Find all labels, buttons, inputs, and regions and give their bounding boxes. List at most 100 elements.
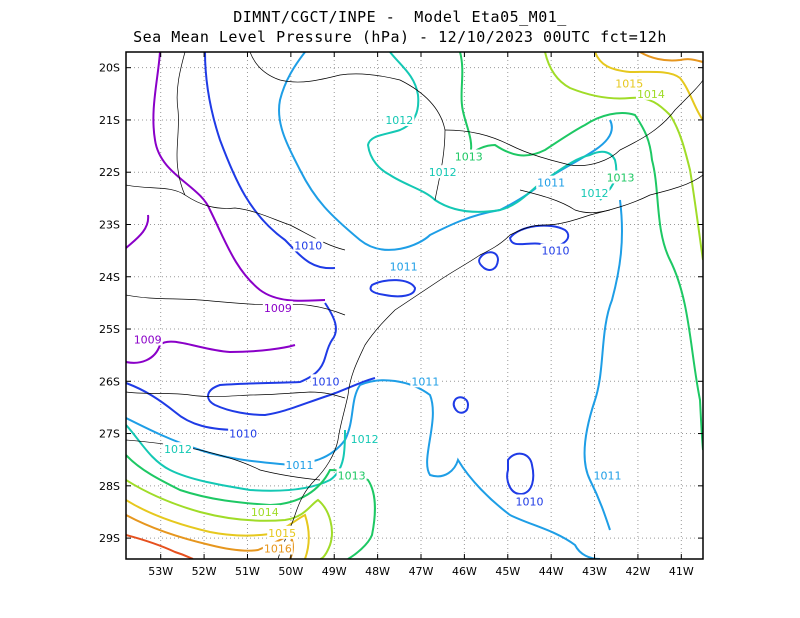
isobar-label: 1012 [164,443,192,456]
lat-tick-label: 21S [99,114,120,127]
isobar-label-bg [410,374,441,388]
isobar-label-bg [267,525,298,539]
isobar-label: 1013 [455,151,483,164]
state-border-7 [519,189,611,214]
isobar-label: 1012 [429,166,457,179]
state-border-5 [249,52,446,201]
isobar-label: 1011 [537,177,565,190]
coastline [277,174,703,559]
lon-tick-label: 50W [278,565,303,578]
state-border-1 [126,184,346,251]
isobar-label: 1013 [607,171,635,184]
lon-tick-label: 46W [452,565,477,578]
isobar-label-bg [262,541,293,555]
lon-tick-label: 51W [235,565,260,578]
isobar-label-bg [284,457,315,471]
isobar-1015-north [594,52,703,121]
isobar-1011-central [126,379,601,559]
isobar-label: 1015 [268,527,296,540]
isobar-1014-south [126,479,333,559]
lon-tick-label: 43W [582,565,607,578]
lon-tick-label: 48W [365,565,390,578]
isobar-labels: 1009 1009 1010 1010 1010 1010 1010 1011 1011 1011… [132,76,666,556]
isobar-label: 1014 [251,506,279,519]
isobar-label-bg [592,468,623,482]
lat-tick-label: 22S [99,166,120,179]
state-border-6 [444,79,703,166]
isobar-label-bg [579,186,610,200]
lat-tick-label: 24S [99,271,120,284]
isobar-1010-ring-1 [369,279,417,298]
isobar-1010-ring-5 [506,452,535,495]
isobar-1017-south [126,534,194,559]
isobar-label: 1011 [411,375,439,388]
state-border-3 [126,391,346,399]
isobar-label-bg [228,426,259,440]
isobar-1011-east [583,199,624,531]
chart-title-line-2: Sea Mean Level Pressure (hPa) - 12/10/20… [133,28,667,46]
isobar-label-bg [427,165,458,179]
chart-title-line-1: DIMNT/CGCT/INPE - Model Eta05_M01_ [233,8,567,26]
isobar-1010-ring-4 [452,396,470,414]
isobar-1010-north [204,52,336,270]
isobar-label-bg [635,86,666,100]
lat-tick-label: 20S [99,62,120,75]
lon-tick-label: 52W [192,565,217,578]
state-border-4 [176,52,186,196]
isobar-label: 1016 [264,543,292,556]
isobar-1011-north [278,52,613,251]
isobar-1009-west [126,214,150,249]
isobar-label-bg [336,468,367,482]
lon-tick-label: 45W [495,565,520,578]
isobar-label: 1009 [134,333,162,346]
isobar-1010-sw [126,382,241,431]
isobar-label: 1010 [515,496,543,509]
map-frame [125,51,704,560]
isobar-label: 1013 [338,469,366,482]
isobar-label-bg [536,175,567,189]
isobar-1013-south [126,454,376,559]
isobar-label: 1010 [312,375,340,388]
lat-tick-label: 27S [99,428,120,441]
isobar-1009-north [152,52,326,302]
lat-tick-label: 25S [99,323,120,336]
isobar-label: 1011 [286,459,314,472]
isobar-label-bg [349,431,380,445]
isobar-label-bg [605,170,636,184]
isobar-label-bg [384,112,415,126]
isobar-label: 1015 [615,77,643,90]
lon-tick-label: 42W [625,565,650,578]
isobar-1009-south [126,340,296,364]
isobar-label: 1010 [294,239,322,252]
isobar-1010-ring-2 [478,251,500,271]
state-border-8 [126,439,321,481]
isobar-label-bg [163,442,194,456]
isobar-label-bg [388,259,419,273]
lat-tick-label: 28S [99,480,120,493]
lat-tick-label: 29S [99,532,120,545]
isobar-label-bg [614,76,645,90]
isobar-label: 1012 [385,114,413,127]
isobar-label-bg [540,243,571,257]
isobar-label: 1009 [264,302,292,315]
coastline-and-borders [126,52,703,559]
state-border-2 [126,294,346,316]
isobar-label-bg [132,332,163,346]
lon-tick-label: 44W [539,565,564,578]
lon-tick-label: 49W [322,565,347,578]
isobar-label-bg [262,301,293,315]
isobar-1010-central [207,302,376,417]
lat-tick-label: 23S [99,218,120,231]
isobar-label: 1010 [541,245,569,258]
isobar-1013-north [459,52,703,451]
lon-tick-label: 41W [669,565,694,578]
isobar-1010-ring-3 [508,224,570,248]
isobar-label: 1012 [351,433,379,446]
lat-tick-label: 26S [99,375,120,388]
lon-tick-label: 47W [409,565,434,578]
isobar-label-bg [310,374,341,388]
isobar-label: 1012 [581,187,609,200]
isobar-label-bg [514,494,545,508]
isobar-label: 1011 [390,260,418,273]
